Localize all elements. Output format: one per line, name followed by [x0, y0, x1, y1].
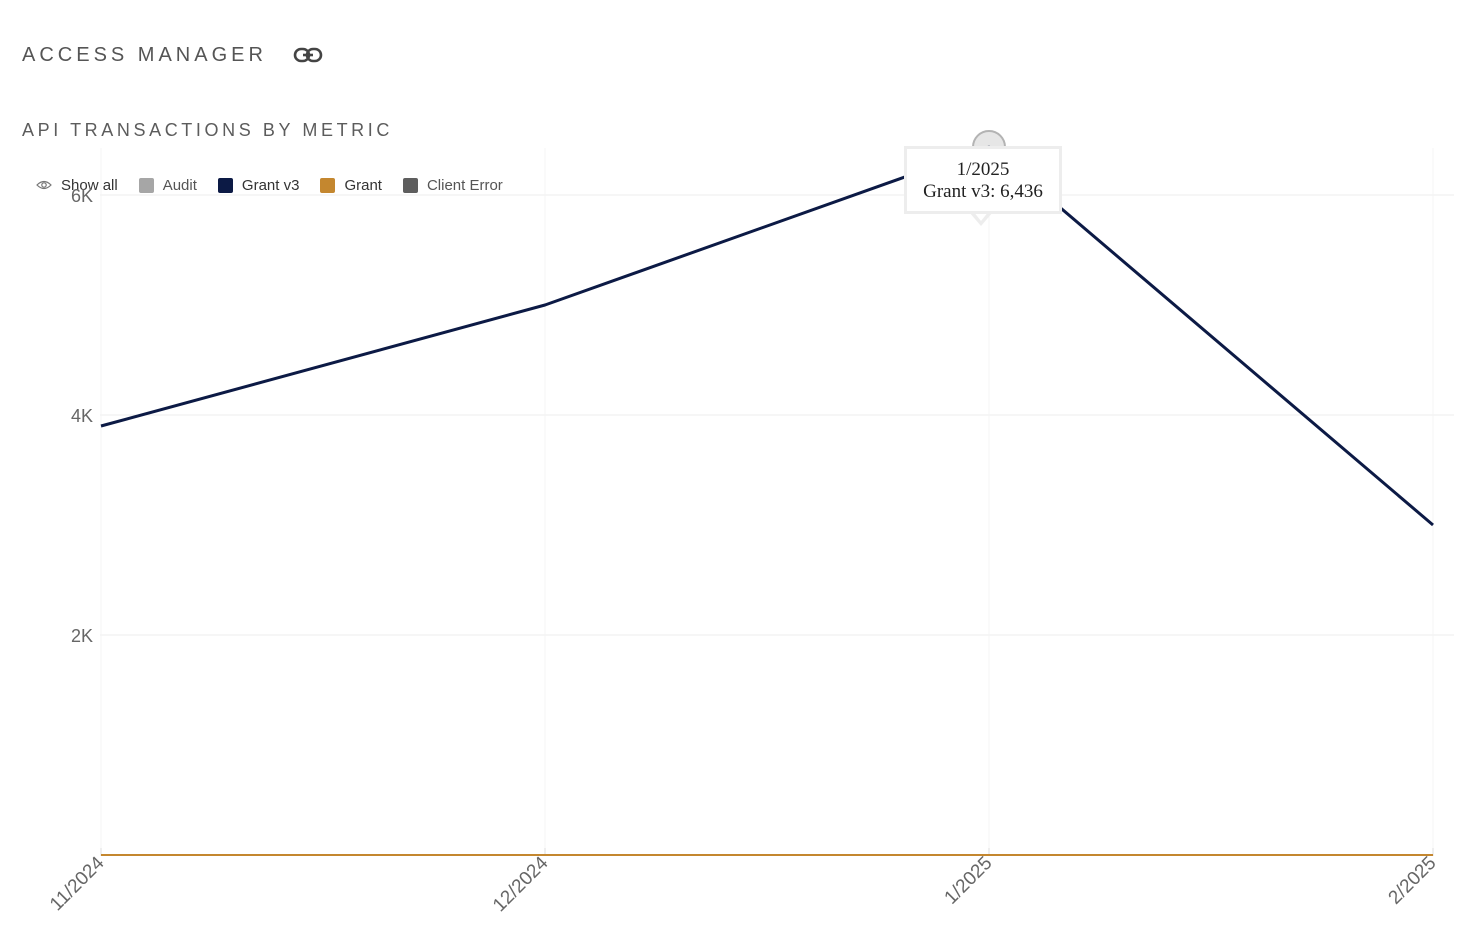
legend-show-all-label: Show all	[61, 176, 118, 194]
page-header: ACCESS MANAGER	[22, 40, 323, 70]
chart-legend: Show all Audit Grant v3 Grant Client Err…	[36, 174, 524, 196]
legend-swatch	[138, 177, 154, 193]
page-title: ACCESS MANAGER	[22, 43, 267, 66]
legend-swatch	[217, 177, 233, 193]
y-tick-label: 4K	[71, 406, 93, 426]
legend-item-grant-v3[interactable]: Grant v3	[217, 176, 300, 194]
tooltip-arrow-inner	[973, 211, 989, 221]
x-tick-label: 12/2024	[489, 852, 553, 916]
eye-icon	[36, 179, 52, 191]
legend-item-client-error[interactable]: Client Error	[402, 176, 503, 194]
legend-label: Client Error	[426, 176, 503, 194]
legend-label: Grant	[344, 176, 382, 194]
legend-item-audit[interactable]: Audit	[138, 176, 197, 194]
x-tick-label: 1/2025	[941, 853, 997, 909]
y-tick-label: 2K	[71, 626, 93, 646]
chart-title: API TRANSACTIONS BY METRIC	[22, 120, 393, 140]
tooltip-value: Grant v3: 6,436	[923, 181, 1043, 202]
y-tick-label: 6K	[71, 186, 93, 206]
legend-swatch	[320, 177, 336, 193]
legend-show-all[interactable]: Show all	[36, 177, 118, 194]
legend-label: Audit	[162, 176, 197, 194]
series-line-grant-v3	[100, 145, 1434, 527]
x-tick-label: 11/2024	[46, 852, 109, 915]
tooltip-date: 1/2025	[956, 159, 1010, 180]
legend-item-grant[interactable]: Grant	[320, 177, 382, 194]
link-icon[interactable]	[293, 43, 323, 67]
x-tick-label: 2/2025	[1385, 853, 1441, 909]
legend-swatch	[402, 177, 418, 193]
chart-tooltip: 1/2025 Grant v3: 6,436	[904, 146, 1062, 214]
legend-label: Grant v3	[241, 176, 300, 194]
